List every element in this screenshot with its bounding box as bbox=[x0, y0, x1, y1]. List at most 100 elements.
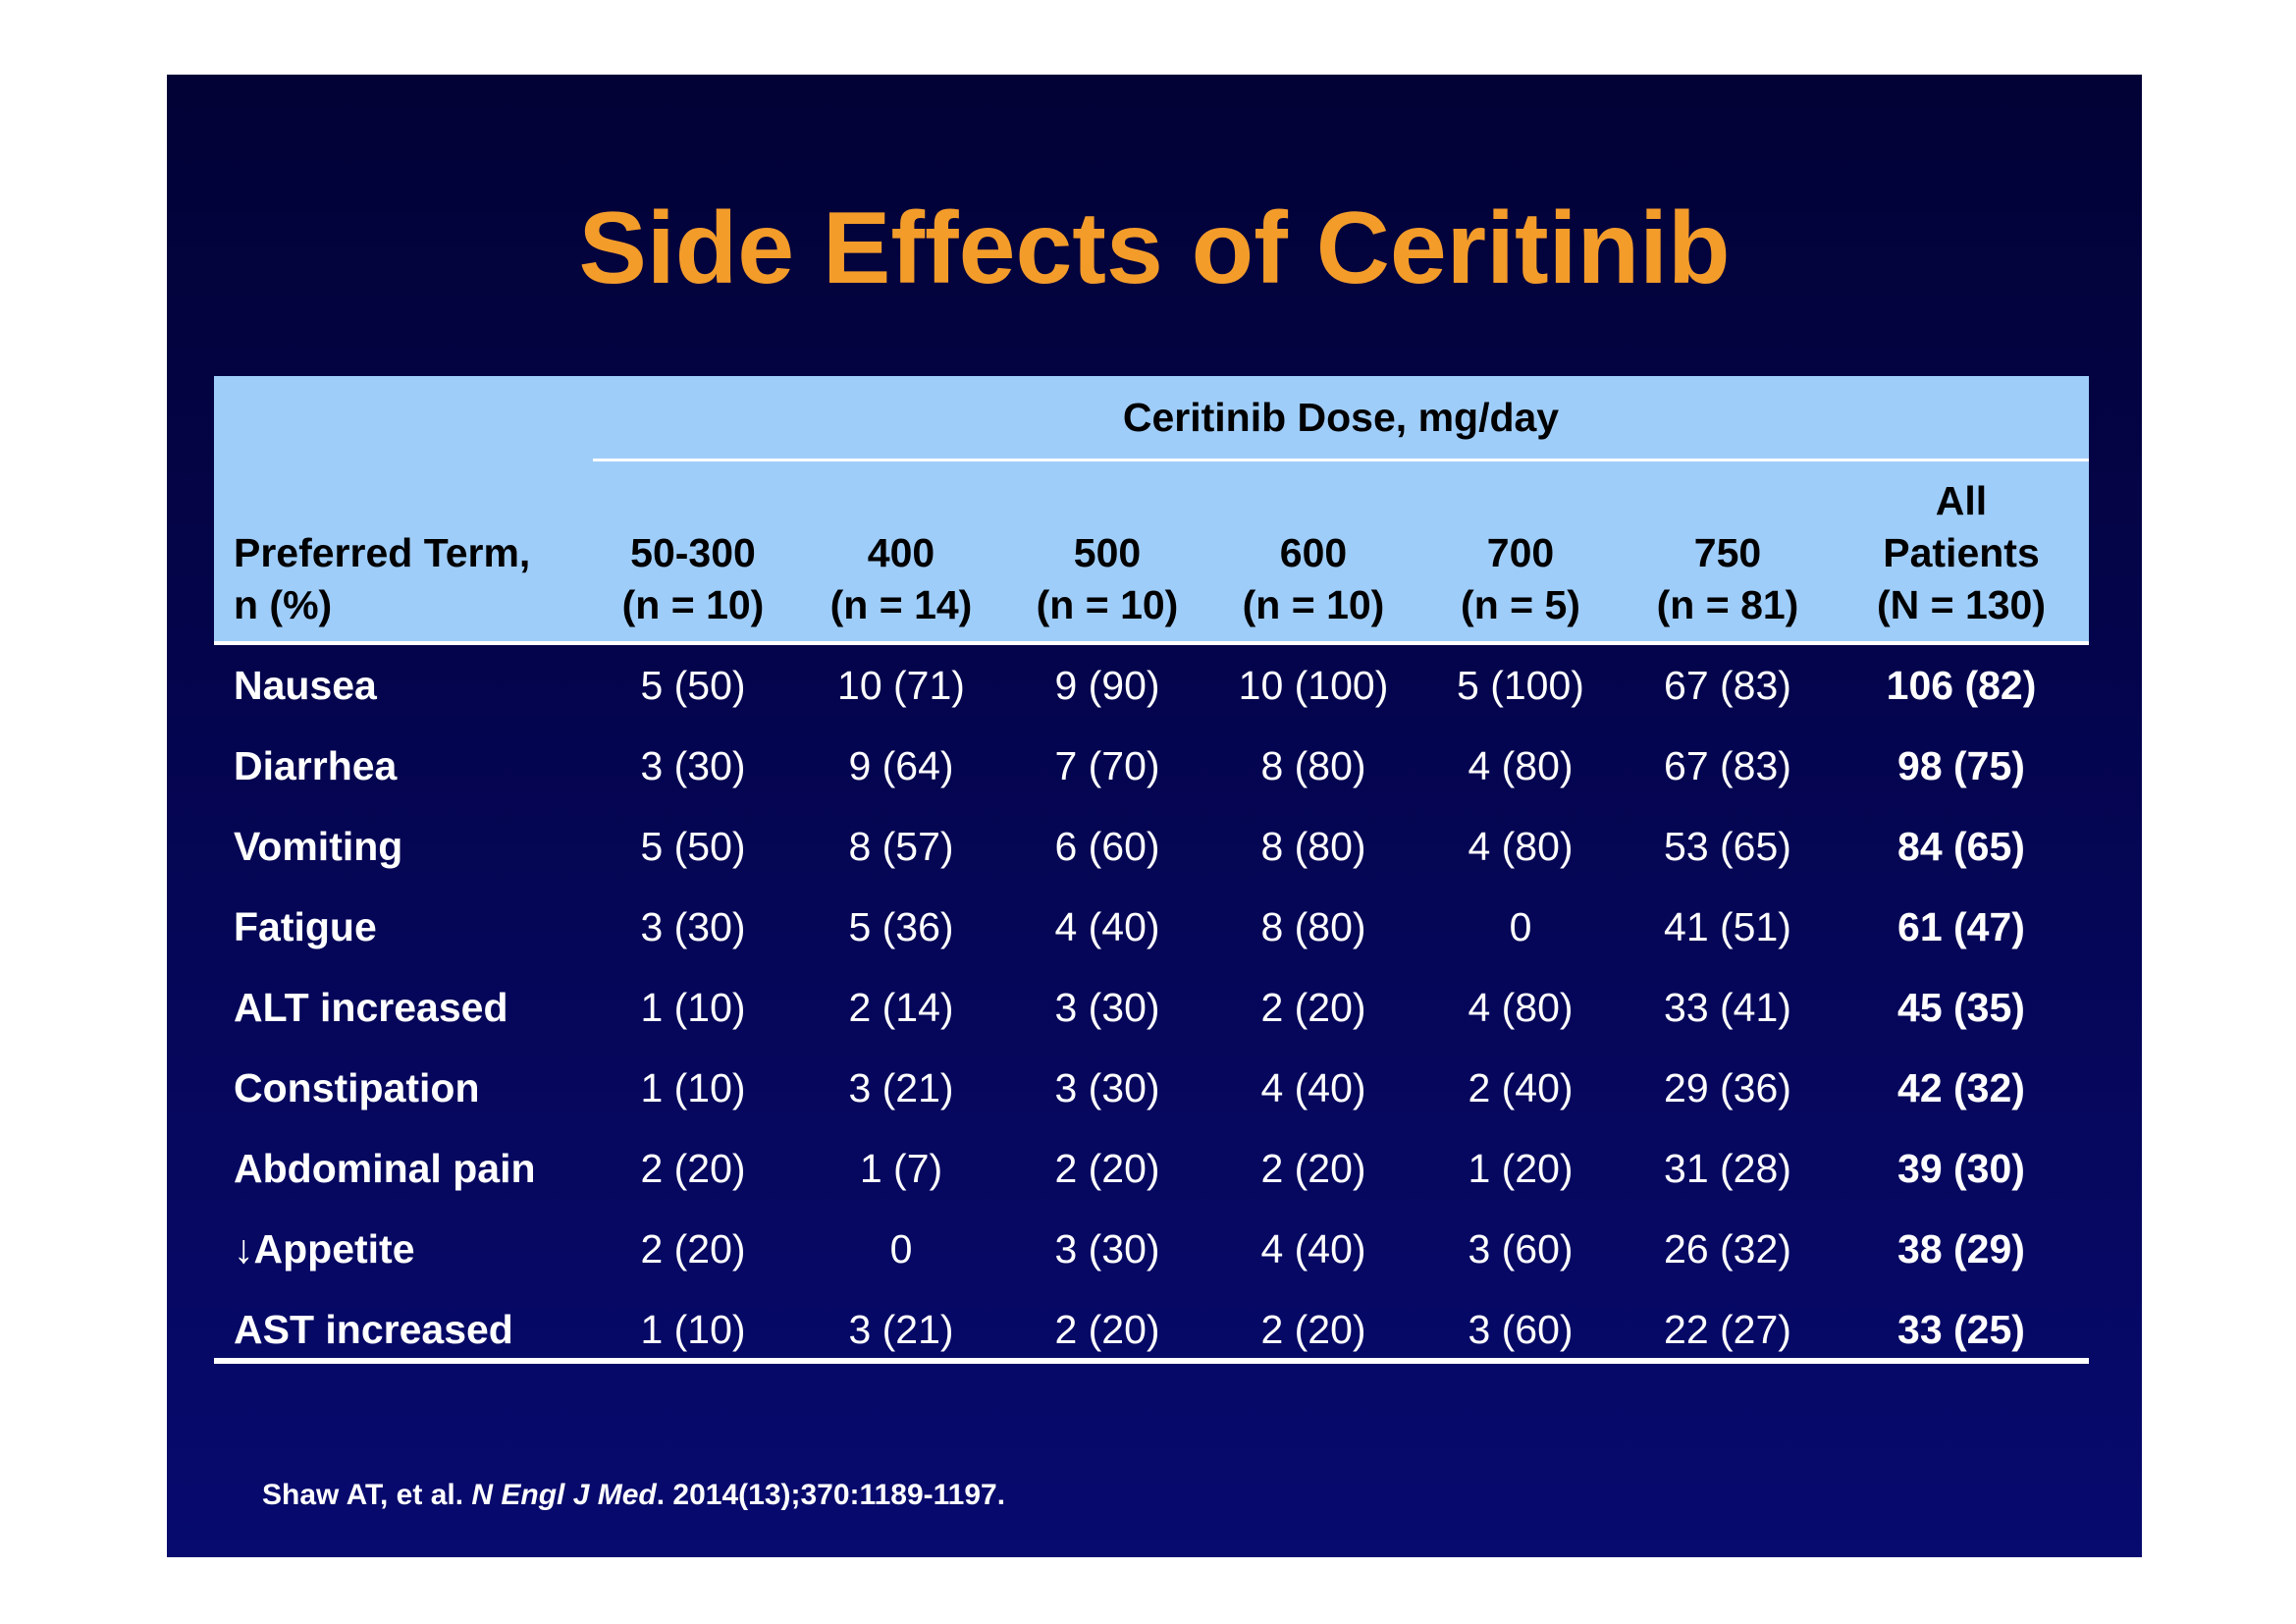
row-dose-value: 2 (20) bbox=[640, 1226, 746, 1272]
row-dose-value: 10 (100) bbox=[1238, 663, 1389, 708]
row-term: Vomiting bbox=[234, 824, 403, 869]
citation-journal: N Engl J Med bbox=[471, 1479, 657, 1511]
header-line: Patients bbox=[1883, 530, 2040, 575]
slide-title: Side Effects of Ceritinib bbox=[578, 191, 1731, 305]
row-dose-value: 4 (40) bbox=[1260, 1065, 1366, 1110]
row-dose-value: 6 (60) bbox=[1054, 824, 1160, 869]
row-dose-value: 41 (51) bbox=[1664, 904, 1791, 949]
row-dose-value: 2 (20) bbox=[640, 1146, 746, 1191]
header-dose-column: 500 (n = 10) bbox=[994, 527, 1220, 631]
row-term: Constipation bbox=[234, 1065, 480, 1110]
row-term: Fatigue bbox=[234, 904, 377, 949]
row-term: ALT increased bbox=[234, 985, 508, 1030]
row-term: Nausea bbox=[234, 663, 377, 708]
row-dose-value: 5 (100) bbox=[1457, 663, 1584, 708]
header-dose-column: 750 (n = 81) bbox=[1615, 527, 1841, 631]
row-term: ↓Appetite bbox=[234, 1226, 415, 1272]
row-dose-value: 5 (50) bbox=[640, 663, 746, 708]
row-dose-value: 8 (80) bbox=[1260, 904, 1366, 949]
row-dose-value: 8 (80) bbox=[1260, 743, 1366, 788]
header-line: 500 bbox=[1073, 530, 1142, 575]
header-line: (n = 10) bbox=[621, 582, 765, 627]
header-line: (n = 81) bbox=[1656, 582, 1799, 627]
row-dose-value: 7 (70) bbox=[1054, 743, 1160, 788]
header-dose-column: 50-300 (n = 10) bbox=[580, 527, 806, 631]
row-dose-value: 2 (20) bbox=[1054, 1146, 1160, 1191]
row-term: Diarrhea bbox=[234, 743, 398, 788]
row-dose-value: 10 (71) bbox=[837, 663, 965, 708]
row-dose-value: 0 bbox=[889, 1226, 913, 1272]
row-dose-value: 9 (64) bbox=[848, 743, 954, 788]
table-row: ↓Appetite 2 (20) 0 3 (30) 4 (40) 3 (60) 26 (32… bbox=[214, 1209, 2089, 1289]
citation-details: . 2014(13);370:1189-1197. bbox=[656, 1479, 1006, 1511]
row-dose-value: 3 (30) bbox=[1054, 1226, 1160, 1272]
row-dose-value: 1 (20) bbox=[1468, 1146, 1574, 1191]
row-dose-value: 3 (21) bbox=[848, 1307, 954, 1352]
row-dose-value: 4 (80) bbox=[1468, 743, 1574, 788]
row-total-value: 106 (82) bbox=[1886, 663, 2037, 708]
table-row: ALT increased 1 (10) 2 (14) 3 (30) 2 (20) 4 (… bbox=[214, 967, 2089, 1048]
header-dose-column: 600 (n = 10) bbox=[1201, 527, 1426, 631]
row-term: AST increased bbox=[234, 1307, 513, 1352]
citation: Shaw AT, et al. N Engl J Med. 2014(13);3… bbox=[262, 1479, 1005, 1512]
header-dose-column: 400 (n = 14) bbox=[788, 527, 1014, 631]
row-dose-value: 3 (30) bbox=[640, 904, 746, 949]
row-dose-value: 4 (80) bbox=[1468, 824, 1574, 869]
header-line: Preferred Term, bbox=[234, 530, 531, 575]
row-dose-value: 1 (10) bbox=[640, 1065, 746, 1110]
citation-authors: Shaw AT, et al. bbox=[262, 1479, 472, 1511]
row-dose-value: 4 (40) bbox=[1054, 904, 1160, 949]
row-dose-value: 2 (20) bbox=[1260, 985, 1366, 1030]
row-dose-value: 4 (40) bbox=[1260, 1226, 1366, 1272]
table-row: Fatigue 3 (30) 5 (36) 4 (40) 8 (80) 0 41 (51) 6… bbox=[214, 887, 2089, 967]
table-body: Nausea 5 (50) 10 (71) 9 (90) 10 (100) 5 (100)… bbox=[214, 645, 2089, 1370]
row-dose-value: 67 (83) bbox=[1664, 663, 1791, 708]
group-divider bbox=[593, 459, 2089, 461]
row-total-value: 39 (30) bbox=[1897, 1146, 2025, 1191]
header-line: 600 bbox=[1279, 530, 1348, 575]
table-row: Abdominal pain 2 (20) 1 (7) 2 (20) 2 (20) 1 (… bbox=[214, 1128, 2089, 1209]
header-line: (n = 10) bbox=[1036, 582, 1179, 627]
row-dose-value: 2 (20) bbox=[1260, 1307, 1366, 1352]
header-dose-column: 700 (n = 5) bbox=[1408, 527, 1633, 631]
header-line: 50-300 bbox=[630, 530, 756, 575]
table-row: AST increased 1 (10) 3 (21) 2 (20) 2 (20) 3 (… bbox=[214, 1289, 2089, 1370]
table-header: Ceritinib Dose, mg/day Preferred Term, n … bbox=[214, 376, 2089, 641]
row-dose-value: 2 (20) bbox=[1054, 1307, 1160, 1352]
header-line: (N = 130) bbox=[1876, 582, 2047, 627]
header-line: n (%) bbox=[234, 582, 333, 627]
row-dose-value: 3 (21) bbox=[848, 1065, 954, 1110]
row-dose-value: 3 (60) bbox=[1468, 1307, 1574, 1352]
row-dose-value: 5 (50) bbox=[640, 824, 746, 869]
row-dose-value: 2 (20) bbox=[1260, 1146, 1366, 1191]
row-dose-value: 9 (90) bbox=[1054, 663, 1160, 708]
row-term: Abdominal pain bbox=[234, 1146, 536, 1191]
row-dose-value: 31 (28) bbox=[1664, 1146, 1791, 1191]
row-dose-value: 33 (41) bbox=[1664, 985, 1791, 1030]
row-dose-value: 2 (40) bbox=[1468, 1065, 1574, 1110]
header-line: All bbox=[1935, 478, 1988, 523]
row-dose-value: 1 (10) bbox=[640, 985, 746, 1030]
row-dose-value: 22 (27) bbox=[1664, 1307, 1791, 1352]
row-dose-value: 3 (30) bbox=[1054, 1065, 1160, 1110]
header-line: (n = 10) bbox=[1242, 582, 1385, 627]
row-dose-value: 53 (65) bbox=[1664, 824, 1791, 869]
row-dose-value: 4 (80) bbox=[1468, 985, 1574, 1030]
header-preferred-term: Preferred Term, n (%) bbox=[234, 527, 593, 631]
row-dose-value: 8 (80) bbox=[1260, 824, 1366, 869]
row-dose-value: 29 (36) bbox=[1664, 1065, 1791, 1110]
row-dose-value: 8 (57) bbox=[848, 824, 954, 869]
row-dose-value: 1 (10) bbox=[640, 1307, 746, 1352]
table-row: Nausea 5 (50) 10 (71) 9 (90) 10 (100) 5 (100)… bbox=[214, 645, 2089, 726]
row-total-value: 38 (29) bbox=[1897, 1226, 2025, 1272]
row-dose-value: 3 (60) bbox=[1468, 1226, 1574, 1272]
row-dose-value: 1 (7) bbox=[859, 1146, 943, 1191]
header-line: (n = 14) bbox=[829, 582, 973, 627]
row-total-value: 61 (47) bbox=[1897, 904, 2025, 949]
header-dose-column: All Patients (N = 130) bbox=[1848, 475, 2074, 631]
table-row: Vomiting 5 (50) 8 (57) 6 (60) 8 (80) 4 (80) 53… bbox=[214, 806, 2089, 887]
header-line: 750 bbox=[1693, 530, 1762, 575]
row-dose-value: 5 (36) bbox=[848, 904, 954, 949]
row-dose-value: 2 (14) bbox=[848, 985, 954, 1030]
header-line: 700 bbox=[1486, 530, 1555, 575]
